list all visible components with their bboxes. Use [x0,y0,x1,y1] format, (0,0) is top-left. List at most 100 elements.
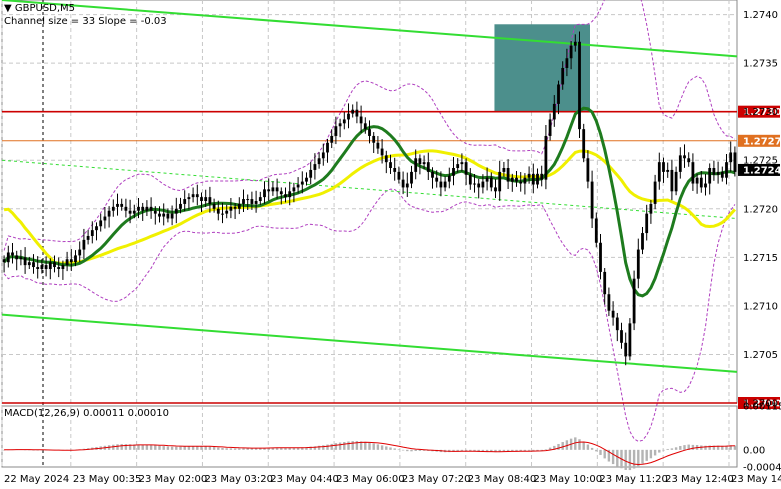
macd-histogram-bar [145,444,149,450]
candle [662,157,665,183]
candle-body [27,262,31,266]
candle [582,123,586,163]
macd-histogram-bar [515,449,518,452]
macd-histogram-bar [246,448,249,450]
macd-histogram-bar [586,444,590,450]
candle [590,170,594,229]
candle-body [431,171,434,178]
candle [120,198,124,211]
candle-body [666,169,670,172]
candle-body [292,187,296,192]
x-tick-label: 23 May 08:40 [468,474,537,485]
candle-body [452,167,455,176]
candle-body [498,171,502,192]
macd-histogram-bar [490,449,493,452]
candle-body [519,181,523,184]
candle [422,155,426,170]
candle-body [86,235,90,240]
ma-slow-line [3,149,737,265]
candle-body [435,177,439,182]
macd-histogram-bar [137,444,140,450]
macd-histogram-bar [191,446,195,450]
candle-body [531,173,535,185]
macd-histogram-bar [414,449,417,452]
x-tick-label: 23 May 00:35 [73,474,142,485]
candle [170,205,174,226]
candle [111,199,115,217]
macd-histogram-bar [410,449,413,452]
channel-mid-line [1,159,738,219]
candle [174,197,178,224]
macd-histogram-bar [204,446,207,450]
candle-body [599,242,602,272]
candle [40,259,44,274]
macd-histogram-bar [359,441,363,450]
candle-body [456,164,460,168]
candle-body [393,167,397,172]
candle [641,227,644,255]
level-tag [738,397,780,409]
channel-info: Channel size = 33 Slope = -0.03 [4,16,167,27]
macd-histogram-bar [599,449,602,455]
candle-body [95,226,98,231]
candle [691,153,695,191]
level-label: 1.2730 [743,107,781,118]
macd-histogram-bar [116,444,119,450]
candle [6,245,10,268]
macd-histogram-bar [233,448,237,450]
candle [540,165,544,187]
candle [733,146,737,177]
macd-histogram-bar [637,449,640,467]
macd-histogram-bar [687,444,690,450]
candle [69,249,73,272]
macd-histogram-bar [733,445,737,450]
macd-histogram-bar [225,448,228,450]
candle [254,190,258,213]
candle-body [153,210,157,214]
candle [326,138,329,163]
macd-histogram-bar [162,446,165,450]
candle [363,117,367,134]
candle-body [389,162,392,168]
candle [414,149,418,180]
candle [347,103,350,129]
candle-body [326,142,329,153]
candle [330,129,334,149]
candle [645,204,649,241]
candle-body [279,191,283,195]
macd-histogram-bar [721,445,724,450]
candle [166,208,170,223]
candle [132,204,136,219]
macd-histogram-bar [112,444,115,450]
candle-body [691,162,695,184]
candle-body [460,162,464,165]
candle-body [342,119,346,124]
candle [309,161,313,185]
candle-body [271,187,275,192]
candle-body [44,265,48,269]
candle-body [23,257,27,266]
symbol-title: ▼ GBPUSD,M5 [4,3,76,14]
macd-histogram-bar [406,449,409,452]
candle-body [149,206,153,211]
candle [494,179,497,199]
candle-body [582,129,586,159]
candle [548,113,552,141]
candle [82,228,86,260]
y-axis: 1.2740 1.2735 1.2730 1.2725 1.2720 1.2715 1.27… [743,10,781,473]
candle-body [401,179,405,188]
macd-histogram-bar [301,447,304,450]
macd-histogram-bar [393,448,396,450]
candle-body [363,123,367,130]
candle [636,238,640,289]
candle [275,178,279,199]
candle-body [615,317,619,331]
macd-histogram-bar [296,447,300,450]
candle [107,206,111,228]
candle-body [405,183,409,188]
band-lower-line [3,188,736,442]
macd-histogram-bar [632,449,636,469]
x-tick-label: 22 May 2024 [4,474,69,485]
candle-body [641,233,644,250]
candle-body [200,197,203,202]
